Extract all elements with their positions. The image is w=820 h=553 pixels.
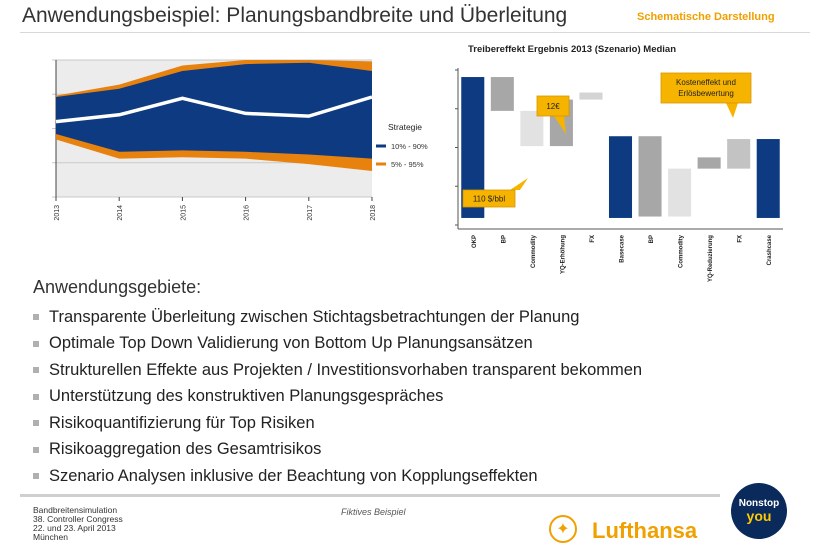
median-line	[55, 95, 373, 124]
category-label: OKP	[472, 235, 478, 248]
waterfall-bar	[668, 168, 692, 217]
callout-text-line: Erlösbewertung	[678, 89, 734, 98]
waterfall-bar	[579, 92, 603, 100]
waterfall-bar	[490, 77, 514, 111]
band-area	[56, 62, 372, 159]
bullet-square-icon	[33, 420, 39, 427]
callout-text: 110 $/bbl	[473, 195, 506, 204]
schematic-tag: Schematische Darstellung	[637, 11, 775, 23]
callout-text-line: Kosteneffekt und	[676, 78, 736, 87]
x-tick-label: 2018	[370, 205, 377, 221]
bullet-item: Optimale Top Down Validierung von Bottom…	[33, 331, 642, 358]
callout-pointer	[726, 103, 738, 118]
bullet-square-icon	[33, 367, 39, 374]
footer-line: Bandbreitensimulation	[33, 505, 118, 515]
callout-box	[462, 189, 516, 208]
legend-label: 5% - 95%	[391, 160, 424, 169]
category-label: FX	[738, 235, 744, 243]
category-label: BP	[501, 235, 507, 243]
callout-box	[536, 95, 570, 117]
bullet-list: Transparente Überleitung zwischen Sticht…	[33, 304, 642, 490]
section-heading: Anwendungsgebiete:	[33, 277, 202, 297]
footer-line: 38. Controller Congress	[33, 514, 123, 524]
bullet-item: Strukturellen Effekte aus Projekten / In…	[33, 357, 642, 384]
badge-line-2: you	[746, 508, 772, 524]
bullet-square-icon	[33, 393, 39, 400]
callout-pointer	[554, 116, 566, 134]
footer-divider	[20, 494, 720, 497]
title-divider	[20, 32, 810, 33]
nonstop-you-badge: Nonstop you	[731, 483, 787, 539]
callout-box	[660, 72, 752, 104]
legend-label: 10% - 90%	[391, 142, 428, 151]
category-label: YQ-Erhöhung	[560, 235, 566, 274]
category-label: BP	[649, 235, 655, 243]
bullet-item: Transparente Überleitung zwischen Sticht…	[33, 304, 642, 331]
category-label: Commodity	[679, 234, 685, 268]
waterfall-bar	[727, 139, 751, 169]
lufthansa-logo: Lufthansa	[592, 518, 698, 543]
footer-line: 22. und 23. April 2013	[33, 523, 116, 533]
footer-info: Bandbreitensimulation 38. Controller Con…	[33, 506, 123, 542]
callout-pointer	[510, 178, 528, 190]
waterfall-bar	[638, 136, 662, 217]
crane-logo-icon: ✦	[549, 515, 577, 543]
fictional-example-note: Fiktives Beispiel	[341, 507, 406, 517]
waterfall-chart: Treibereffekt Ergebnis 2013 (Szenario) M…	[455, 44, 783, 282]
legend-title: Strategie	[388, 122, 422, 132]
chart-title: Treibereffekt Ergebnis 2013 (Szenario) M…	[468, 44, 676, 55]
x-tick-label: 2017	[307, 205, 314, 221]
x-tick-label: 2016	[244, 205, 251, 221]
waterfall-bar	[520, 110, 544, 147]
badge-line-1: Nonstop	[738, 498, 780, 509]
bullet-item: Risikoquantifizierung für Top Risiken	[33, 410, 642, 437]
category-label: Crashcase	[767, 234, 773, 265]
waterfall-bar	[756, 139, 780, 218]
bullet-item: Risikoaggregation des Gesamtrisikos	[33, 437, 642, 464]
x-tick-label: 2013	[54, 205, 61, 221]
x-tick-label: 2015	[180, 205, 187, 221]
bullet-item: Szenario Analysen inklusive der Beachtun…	[33, 463, 642, 490]
category-label: YQ-Reduzierung	[708, 235, 714, 282]
page-title: Anwendungsbeispiel: Planungsbandbreite u…	[22, 4, 568, 27]
category-label: FX	[590, 235, 596, 243]
waterfall-bar	[608, 136, 633, 218]
bullet-square-icon	[33, 473, 39, 480]
footer-line: München	[33, 532, 68, 542]
bullet-square-icon	[33, 446, 39, 453]
waterfall-bar	[697, 157, 721, 169]
bullet-item: Unterstützung des konstruktiven Planungs…	[33, 384, 642, 411]
bullet-square-icon	[33, 340, 39, 347]
bullet-square-icon	[33, 314, 39, 321]
category-label: Basecase	[620, 234, 626, 262]
callout-text: 12€	[546, 102, 560, 111]
x-tick-label: 2014	[117, 205, 124, 221]
category-label: Commodity	[531, 234, 537, 268]
range-area-chart: 2013 2014 2015 2016 2017 2018 Strategie 10% - 9…	[52, 59, 428, 221]
waterfall-bar	[461, 77, 485, 218]
